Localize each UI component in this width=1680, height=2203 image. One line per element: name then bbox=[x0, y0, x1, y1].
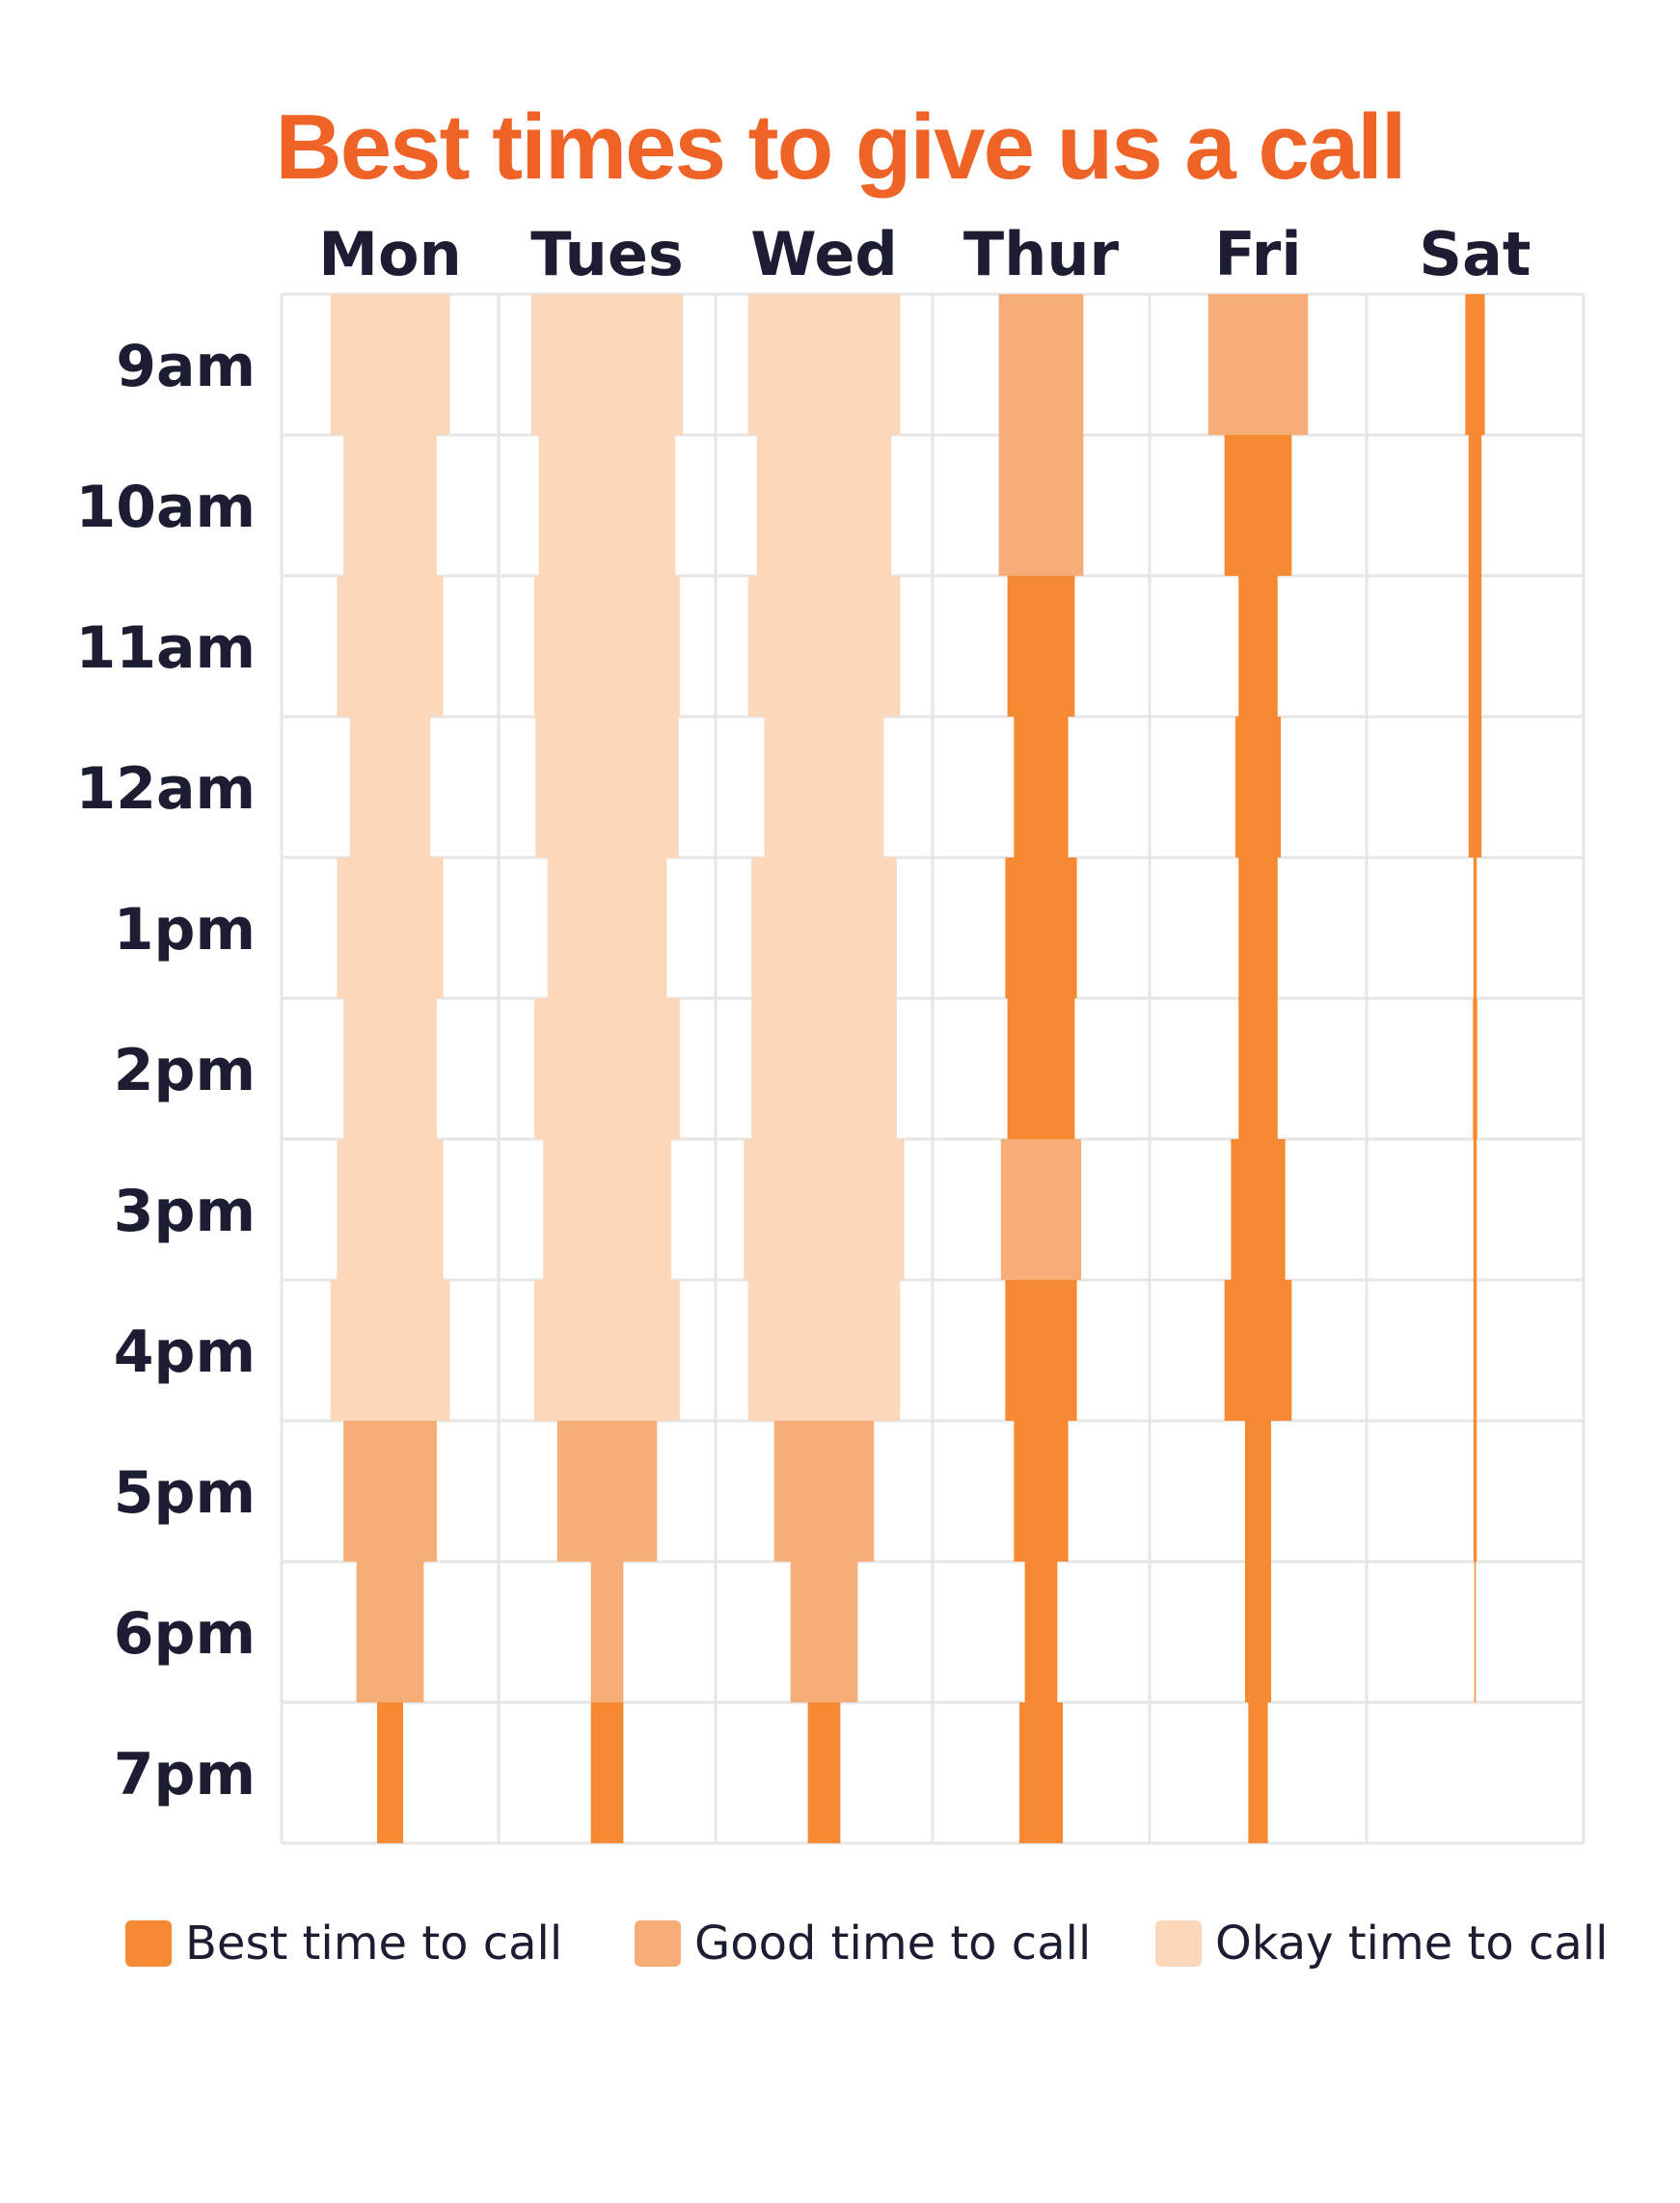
legend-swatch-okay bbox=[1155, 1920, 1202, 1967]
time-label-6pm: 6pm bbox=[114, 1600, 256, 1668]
bar-mon-4pm bbox=[330, 1280, 450, 1421]
bar-thur-11am bbox=[1007, 576, 1075, 717]
bar-thur-10am bbox=[998, 435, 1084, 576]
bar-sat-5pm bbox=[1473, 1421, 1477, 1562]
bar-tues-6pm bbox=[590, 1562, 624, 1702]
bar-sat-11am bbox=[1468, 576, 1482, 717]
time-label-7pm: 7pm bbox=[114, 1741, 256, 1809]
bar-mon-10am bbox=[343, 435, 437, 576]
bar-tues-3pm bbox=[543, 1139, 671, 1280]
legend-label-okay: Okay time to call bbox=[1215, 1917, 1609, 1971]
bar-wed-5pm bbox=[773, 1421, 875, 1562]
bar-tues-11am bbox=[534, 576, 680, 717]
day-label-tues: Tues bbox=[530, 219, 684, 289]
bar-mon-7pm bbox=[377, 1702, 403, 1843]
time-label-5pm: 5pm bbox=[114, 1459, 256, 1527]
bar-wed-2pm bbox=[751, 998, 897, 1139]
bar-mon-11am bbox=[337, 576, 444, 717]
day-label-wed: Wed bbox=[750, 219, 898, 289]
time-label-9am: 9am bbox=[116, 333, 256, 400]
time-labels: 9am 10am 11am 12am 1pm 2pm 3pm 4pm 5pm 6pm 7pm bbox=[75, 333, 256, 1809]
bar-fri-12am bbox=[1234, 717, 1282, 857]
bar-fri-11am bbox=[1238, 576, 1278, 717]
bar-sat-3pm bbox=[1473, 1139, 1477, 1280]
day-label-thur: Thur bbox=[963, 219, 1120, 289]
bar-tues-1pm bbox=[547, 857, 667, 998]
bar-fri-7pm bbox=[1248, 1702, 1268, 1843]
bar-fri-5pm bbox=[1245, 1421, 1271, 1562]
bar-sat-1pm bbox=[1473, 857, 1477, 998]
bar-fri-1pm bbox=[1238, 857, 1278, 998]
day-label-sat: Sat bbox=[1419, 219, 1531, 289]
bar-tues-2pm bbox=[534, 998, 680, 1139]
bar-sat-9am bbox=[1465, 294, 1485, 435]
bar-sat-10am bbox=[1468, 435, 1482, 576]
time-label-11am: 11am bbox=[75, 614, 256, 682]
bar-wed-10am bbox=[756, 435, 892, 576]
bar-tues-12am bbox=[535, 717, 679, 857]
bar-wed-11am bbox=[747, 576, 901, 717]
bar-thur-2pm bbox=[1007, 998, 1075, 1139]
bar-wed-12am bbox=[764, 717, 884, 857]
bar-wed-6pm bbox=[790, 1562, 858, 1702]
bar-thur-5pm bbox=[1014, 1421, 1069, 1562]
bar-tues-9am bbox=[530, 294, 684, 435]
bar-fri-4pm bbox=[1224, 1280, 1292, 1421]
bar-fri-3pm bbox=[1231, 1139, 1286, 1280]
bar-thur-6pm bbox=[1024, 1562, 1058, 1702]
time-label-2pm: 2pm bbox=[114, 1037, 256, 1104]
bar-wed-1pm bbox=[751, 857, 897, 998]
bar-mon-2pm bbox=[343, 998, 437, 1139]
legend: Best time to call Good time to call Okay… bbox=[0, 1905, 1680, 1982]
bar-mon-1pm bbox=[337, 857, 444, 998]
bar-thur-7pm bbox=[1019, 1702, 1063, 1843]
bar-mon-6pm bbox=[356, 1562, 424, 1702]
bar-tues-5pm bbox=[556, 1421, 658, 1562]
bar-sat-2pm bbox=[1473, 998, 1477, 1139]
time-label-10am: 10am bbox=[75, 474, 256, 541]
bar-fri-2pm bbox=[1238, 998, 1278, 1139]
bar-fri-6pm bbox=[1245, 1562, 1271, 1702]
time-label-1pm: 1pm bbox=[114, 896, 256, 964]
time-label-12am: 12am bbox=[75, 755, 256, 823]
bar-sat-12am bbox=[1468, 717, 1482, 857]
time-label-3pm: 3pm bbox=[114, 1178, 256, 1245]
legend-swatch-best bbox=[125, 1920, 172, 1967]
grid-layer bbox=[280, 292, 1585, 1845]
bar-mon-5pm bbox=[343, 1421, 437, 1562]
bar-wed-4pm bbox=[747, 1280, 901, 1421]
chart-title: Best times to give us a call bbox=[275, 95, 1406, 199]
bar-thur-4pm bbox=[1005, 1280, 1077, 1421]
legend-item-good: Good time to call bbox=[635, 1905, 1091, 1982]
bar-thur-9am bbox=[998, 294, 1084, 435]
bar-fri-9am bbox=[1207, 294, 1309, 435]
bar-thur-12am bbox=[1014, 717, 1069, 857]
bar-thur-1pm bbox=[1005, 857, 1077, 998]
legend-label-good: Good time to call bbox=[694, 1917, 1092, 1971]
day-label-mon: Mon bbox=[318, 219, 461, 289]
legend-item-best: Best time to call bbox=[125, 1905, 562, 1982]
bar-mon-9am bbox=[330, 294, 450, 435]
bar-layer bbox=[330, 294, 1485, 1843]
legend-label-best: Best time to call bbox=[185, 1917, 563, 1971]
bar-sat-6pm bbox=[1474, 1562, 1477, 1702]
legend-item-okay: Okay time to call bbox=[1155, 1905, 1608, 1982]
bar-tues-4pm bbox=[534, 1280, 680, 1421]
bar-mon-12am bbox=[349, 717, 431, 857]
day-label-fri: Fri bbox=[1214, 219, 1301, 289]
bar-wed-3pm bbox=[744, 1139, 905, 1280]
bar-mon-3pm bbox=[337, 1139, 444, 1280]
bar-sat-4pm bbox=[1473, 1280, 1477, 1421]
bar-thur-3pm bbox=[1000, 1139, 1082, 1280]
bar-tues-10am bbox=[538, 435, 676, 576]
legend-swatch-good bbox=[635, 1920, 681, 1967]
bar-fri-10am bbox=[1224, 435, 1292, 576]
time-label-4pm: 4pm bbox=[114, 1319, 256, 1386]
day-labels: Mon Tues Wed Thur Fri Sat bbox=[318, 219, 1531, 289]
bar-wed-7pm bbox=[807, 1702, 841, 1843]
bar-tues-7pm bbox=[590, 1702, 624, 1843]
bar-wed-9am bbox=[747, 294, 901, 435]
